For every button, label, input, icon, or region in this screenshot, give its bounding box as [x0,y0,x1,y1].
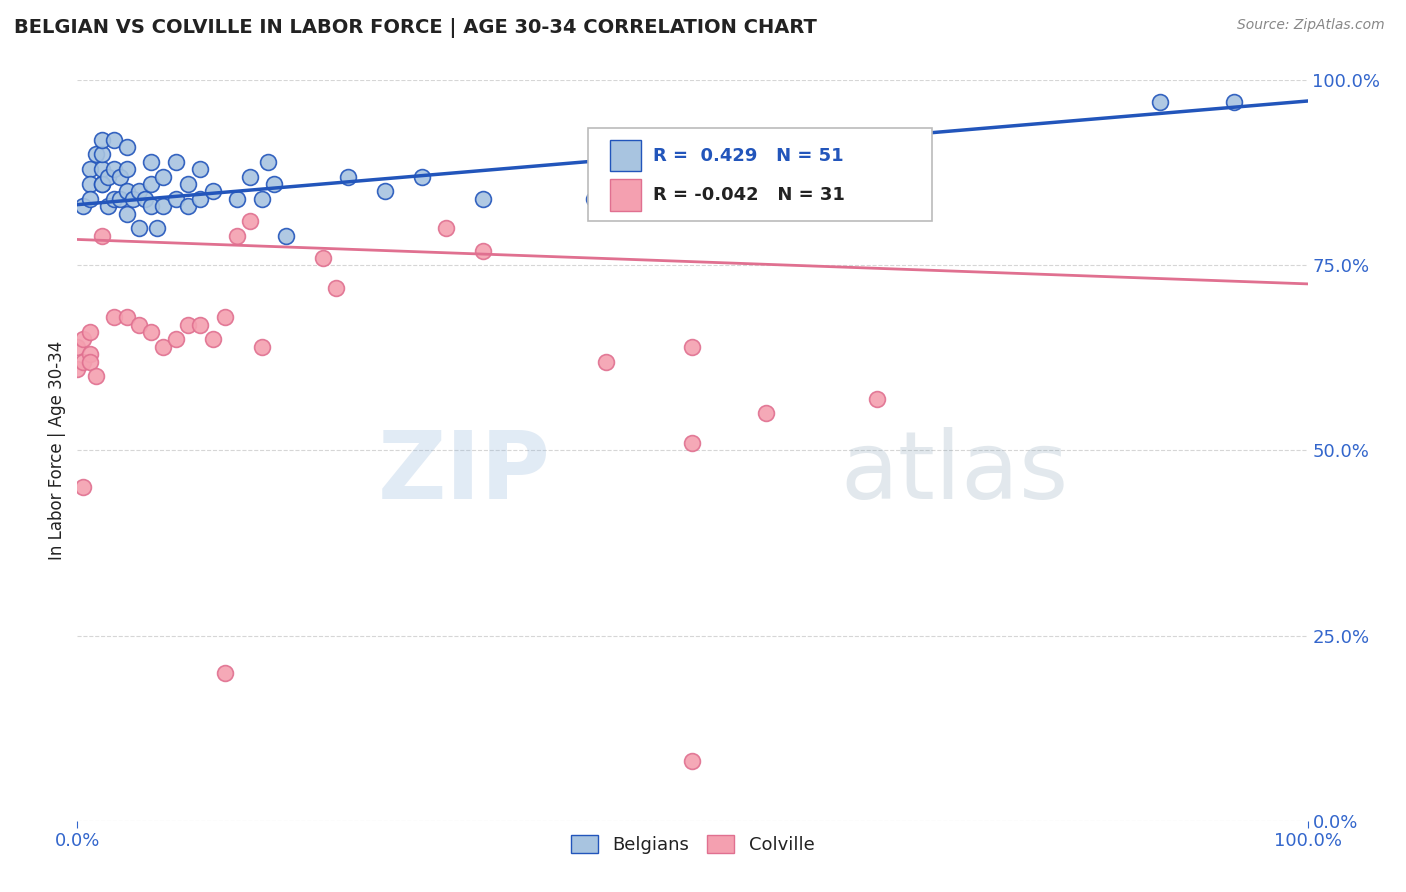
Point [165,332,187,346]
Point [90,177,114,191]
Point [682,436,704,450]
Point [72,199,94,213]
Point [595,354,617,368]
Text: ZIP: ZIP [378,426,551,518]
Point [226,228,249,243]
Point [312,251,335,265]
Point [115,206,138,220]
Point [201,184,224,198]
Point [115,162,138,177]
Point [250,340,273,354]
Point [66,340,89,354]
Point [103,192,125,206]
Point [325,280,347,294]
Point [141,325,163,339]
Point [177,318,200,332]
Point [374,184,396,198]
Point [97,169,120,184]
Point [90,162,114,177]
Point [152,199,174,213]
Point [79,162,101,177]
Point [177,199,200,213]
Point [103,162,125,177]
Point [411,169,433,184]
Text: R =  0.429   N = 51: R = 0.429 N = 51 [654,147,844,165]
Bar [610,179,641,211]
Point [128,184,150,198]
Point [141,154,163,169]
Point [110,169,132,184]
Point [1223,95,1246,110]
Point [72,480,94,494]
Point [90,177,114,191]
Point [583,192,606,206]
Point [188,318,212,332]
Point [66,362,89,376]
Point [152,169,174,184]
Point [472,244,495,258]
Point [115,310,138,325]
Point [214,310,236,325]
Text: R = -0.042   N = 31: R = -0.042 N = 31 [654,186,845,204]
Point [188,192,212,206]
Point [152,340,174,354]
Point [276,228,298,243]
Point [436,221,458,235]
Point [263,177,285,191]
Point [239,214,262,228]
Point [90,147,114,161]
Point [177,177,200,191]
Text: BELGIAN VS COLVILLE IN LABOR FORCE | AGE 30-34 CORRELATION CHART: BELGIAN VS COLVILLE IN LABOR FORCE | AGE… [14,18,817,37]
Bar [610,140,641,171]
Point [188,162,212,177]
Point [226,192,249,206]
Point [121,192,143,206]
Point [866,392,889,406]
Point [90,132,114,146]
Point [682,340,704,354]
Point [72,332,94,346]
Point [165,154,187,169]
Point [79,192,101,206]
Point [682,755,704,769]
Point [97,199,120,213]
Point [239,169,262,184]
Point [79,177,101,191]
Point [72,354,94,368]
Legend: Belgians, Colville: Belgians, Colville [565,830,820,860]
Point [1149,95,1171,110]
Point [115,140,138,154]
Point [128,318,150,332]
Point [257,154,280,169]
Point [84,147,107,161]
Text: Source: ZipAtlas.com: Source: ZipAtlas.com [1237,18,1385,32]
Point [146,221,169,235]
Point [250,192,273,206]
Point [110,192,132,206]
Point [90,228,114,243]
Point [79,347,101,361]
Point [472,192,495,206]
Point [115,184,138,198]
Point [141,199,163,213]
Point [134,192,156,206]
FancyBboxPatch shape [588,128,932,221]
Point [103,310,125,325]
Text: atlas: atlas [841,426,1069,518]
Point [214,665,236,680]
Point [337,169,360,184]
Point [79,325,101,339]
Point [79,354,101,368]
Point [201,332,224,346]
Point [141,177,163,191]
Point [84,369,107,384]
Point [165,192,187,206]
Point [103,132,125,146]
Point [755,407,778,421]
Point [128,221,150,235]
Y-axis label: In Labor Force | Age 30-34: In Labor Force | Age 30-34 [48,341,66,560]
